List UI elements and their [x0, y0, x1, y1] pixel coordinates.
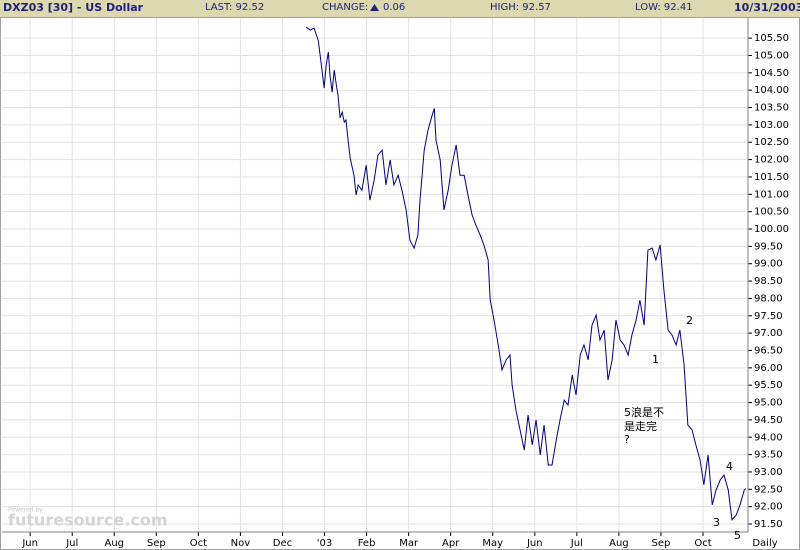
y-tick-label: 92.50: [754, 484, 783, 495]
x-tick-label: '03: [317, 538, 332, 549]
y-tick-label: 93.50: [754, 450, 783, 461]
x-tick-label: Aug: [609, 538, 629, 549]
x-tick-label: Oct: [190, 538, 207, 549]
x-tick-label: Jul: [570, 538, 583, 549]
x-tick-label: Sep: [652, 538, 671, 549]
symbol: DXZ03 [30] - US Dollar: [3, 1, 144, 14]
annotation: 1: [652, 353, 659, 366]
y-tick-label: 101.50: [754, 172, 789, 183]
low: LOW: 92.41: [635, 2, 693, 13]
date: 10/31/2003: [734, 1, 800, 14]
y-tick-label: 94.00: [754, 432, 783, 443]
y-tick-label: 105.50: [754, 33, 789, 44]
y-tick-label: 100.00: [754, 224, 789, 235]
y-tick-label: 105.00: [754, 50, 789, 61]
watermark-powered: Powered by: [8, 507, 43, 514]
y-tick-label: 98.00: [754, 293, 783, 304]
x-tick-label: Feb: [358, 538, 376, 549]
y-tick-label: 98.50: [754, 276, 783, 287]
y-tick-label: 103.50: [754, 103, 789, 114]
change-label: CHANGE:: [322, 2, 369, 13]
change: 0.06: [383, 2, 406, 13]
annotation: 4: [726, 460, 733, 473]
x-tick-label: Sep: [147, 538, 166, 549]
y-tick-label: 102.50: [754, 137, 789, 148]
annotation: 5浪是不: [624, 405, 664, 419]
watermark-brand: futuresource.com: [8, 511, 168, 530]
y-tick-label: 97.00: [754, 328, 783, 339]
x-tick-label: Dec: [273, 538, 292, 549]
frame: [0, 17, 800, 550]
x-tick-label: Mar: [399, 538, 419, 549]
y-tick-label: 96.50: [754, 345, 783, 356]
y-tick-label: 100.50: [754, 207, 789, 218]
period-label: Daily: [752, 538, 777, 549]
x-tick-label: Aug: [105, 538, 125, 549]
grid: [2, 18, 748, 532]
y-tick-label: 104.00: [754, 85, 789, 96]
y-tick-label: 94.50: [754, 415, 783, 426]
y-tick-label: 95.50: [754, 380, 783, 391]
y-tick-label: 102.00: [754, 155, 789, 166]
y-tick-label: 96.00: [754, 363, 783, 374]
annotation: 5: [734, 529, 741, 542]
y-tick-label: 104.50: [754, 68, 789, 79]
y-tick-label: 91.50: [754, 519, 783, 530]
y-tick-label: 99.00: [754, 259, 783, 270]
y-tick-label: 92.00: [754, 502, 783, 513]
y-tick-label: 93.00: [754, 467, 783, 478]
up-arrow: [370, 4, 379, 11]
annotation: ?: [624, 433, 630, 446]
y-tick-label: 99.50: [754, 241, 783, 252]
x-tick-label: Apr: [442, 538, 460, 549]
y-tick-label: 103.00: [754, 120, 789, 131]
annotation: 2: [686, 314, 693, 327]
x-tick-label: Jul: [65, 538, 78, 549]
y-tick-label: 95.00: [754, 398, 783, 409]
x-tick-label: May: [482, 538, 503, 549]
annotation: 3: [713, 516, 720, 529]
x-tick-label: Nov: [231, 538, 251, 549]
x-tick-label: Jun: [526, 538, 543, 549]
x-tick-label: Oct: [694, 538, 711, 549]
y-tick-label: 101.00: [754, 189, 789, 200]
x-tick-label: Jun: [21, 538, 38, 549]
price-line: [305, 26, 747, 522]
annotation: 是走完: [624, 419, 657, 433]
last: LAST: 92.52: [205, 2, 265, 13]
y-tick-label: 97.50: [754, 311, 783, 322]
header-bar: DXZ03 [30] - US Dollar LAST: 92.52 CHANG…: [0, 0, 800, 18]
high: HIGH: 92.57: [490, 2, 551, 13]
